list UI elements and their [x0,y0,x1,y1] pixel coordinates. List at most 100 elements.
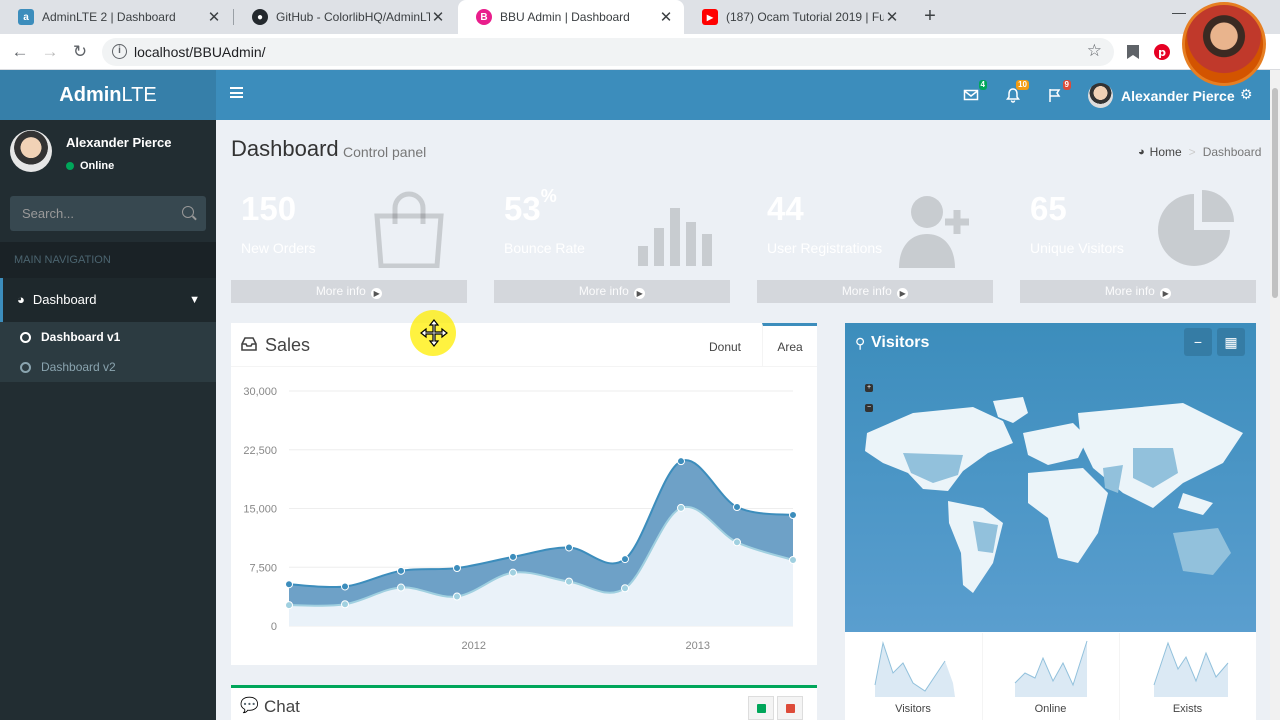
box-header-divider [231,366,817,367]
tasks-button[interactable]: 9 [1047,80,1071,103]
browser-tab-active[interactable]: B BBU Admin | Dashboard ✕ [458,0,684,34]
data-point [621,584,629,593]
pinterest-icon[interactable]: p [1153,43,1171,61]
messages-button[interactable]: 4 [963,80,987,103]
bookmark-star-icon[interactable]: ☆ [1086,41,1102,60]
y-tick-label: 0 [271,621,277,633]
close-icon[interactable]: ✕ [885,9,899,26]
user-menu[interactable]: Alexander Pierce [1088,83,1235,108]
back-icon[interactable]: ← [11,42,29,61]
stat-value: 53% [504,186,557,227]
more-info-link[interactable]: More info ▶ [494,280,730,303]
github-favicon-icon: ● [252,9,268,25]
stat-label: Unique Visitors [1030,240,1124,256]
sidebar-subitem-dashboard-v1[interactable]: Dashboard v1 [0,322,216,352]
sales-area-chart[interactable]: 0 7,500 15,000 22,500 30,000 2012 2013 [231,367,817,665]
tab-area[interactable]: Area [762,323,817,367]
bell-icon [1006,88,1020,103]
zoom-out-button[interactable]: − [865,404,873,412]
arrow-circle-right-icon: ▶ [634,288,646,299]
area-series-2 [289,460,793,606]
url-text[interactable]: localhost/BBUAdmin/ [134,44,266,60]
close-icon[interactable]: ✕ [431,9,445,26]
notifications-button[interactable]: 10 [1005,80,1029,103]
close-icon[interactable]: ✕ [207,9,221,26]
browser-tab-title: GitHub - ColorlibHQ/AdminLTE: A [276,10,430,24]
close-icon[interactable]: ✕ [659,9,673,26]
bbu-favicon-icon: B [476,9,492,25]
more-info-link[interactable]: More info ▶ [231,280,467,303]
browser-tab[interactable]: a AdminLTE 2 | Dashboard ✕ [0,0,232,34]
search-icon[interactable] [182,206,194,218]
zoom-in-button[interactable]: + [865,384,873,392]
stat-box-user-registrations: 44 User Registrations More info ▶ [757,176,993,303]
map-australia[interactable] [1173,528,1231,575]
y-tick-label: 15,000 [243,504,277,516]
map-usa[interactable] [903,453,963,483]
page-scrollbar[interactable] [1270,70,1280,720]
notifications-badge: 10 [1016,80,1029,90]
map-greenland[interactable] [993,397,1028,423]
omnibox[interactable]: i localhost/BBUAdmin/ ☆ [102,38,1114,66]
collapse-button[interactable]: − [1184,328,1212,356]
user-plus-icon [899,196,969,268]
chat-status-offline-button[interactable] [777,696,803,720]
online-status[interactable]: Online [66,160,114,172]
visitors-box: ⚲ Visitors − ▦ + − Visitors Online Exist… [845,323,1256,720]
data-point [453,592,461,601]
scrollbar-thumb[interactable] [1272,88,1278,298]
calendar-icon[interactable]: ▦ [1217,328,1245,356]
minimize-icon[interactable]: — [1172,4,1186,20]
sparkline-online: Online [982,633,1118,720]
sidebar-item-dashboard[interactable]: ◕ Dashboard ▼ [0,278,216,322]
more-info-link[interactable]: More info ▶ [757,280,993,303]
map-south-america[interactable] [948,501,1003,593]
shopping-bag-icon [374,191,444,268]
map-europe[interactable] [1023,423,1088,465]
sparkline-visitors: Visitors [845,633,981,720]
new-tab-button[interactable]: + [924,5,936,27]
data-point [565,577,573,586]
map-china[interactable] [1133,448,1178,488]
sparkline-label: Exists [1172,703,1203,715]
youtube-favicon-icon: ▶ [702,9,718,25]
tab-separator [233,9,234,25]
sidebar-search-input[interactable]: Search... [10,196,206,231]
data-point [789,511,797,520]
circle-icon [20,331,31,343]
arrow-circle-right-icon: ▶ [371,288,383,299]
stat-value: 44 [767,190,804,227]
tab-donut[interactable]: Donut [708,340,742,354]
app-logo[interactable]: AdminLTE [0,70,216,120]
chat-status-online-button[interactable] [748,696,774,720]
control-sidebar-gears-icon[interactable]: ⚙ [1240,86,1253,102]
map-africa[interactable] [1028,468,1108,563]
map-north-america[interactable] [865,407,1013,491]
breadcrumb-home[interactable]: Home [1149,145,1182,159]
map-brazil[interactable] [973,521,998,553]
sparkline-label: Visitors [895,703,931,715]
data-point [285,601,293,610]
map-indonesia[interactable] [1178,493,1213,515]
messages-badge: 4 [978,80,987,90]
data-point [341,582,349,591]
flag-icon [1049,89,1061,102]
reload-icon[interactable]: ↻ [72,42,88,61]
info-icon[interactable]: i [112,44,127,59]
sidebar-subitem-dashboard-v2[interactable]: Dashboard v2 [0,352,216,382]
browser-tab-title: (187) Ocam Tutorial 2019 | Full G [726,10,884,24]
visitors-title: Visitors [871,334,930,351]
more-info-link[interactable]: More info ▶ [1020,280,1256,303]
browser-tab[interactable]: ▶ (187) Ocam Tutorial 2019 | Full G ✕ [684,0,910,34]
extension-icon[interactable] [1124,43,1142,61]
sales-box: Sales Donut Area 0 7,500 15,000 22,500 30,00… [231,323,817,665]
y-tick-label: 30,000 [243,386,277,398]
sidebar-toggle-icon[interactable] [230,87,243,98]
move-cursor-icon [420,319,448,347]
browser-tab[interactable]: ● GitHub - ColorlibHQ/AdminLTE: A ✕ [234,0,456,34]
world-map[interactable] [853,393,1253,603]
adminlte-favicon-icon: a [18,9,34,25]
series-line [288,505,794,607]
forward-icon[interactable]: → [41,42,59,61]
map-india[interactable] [1103,465,1123,493]
